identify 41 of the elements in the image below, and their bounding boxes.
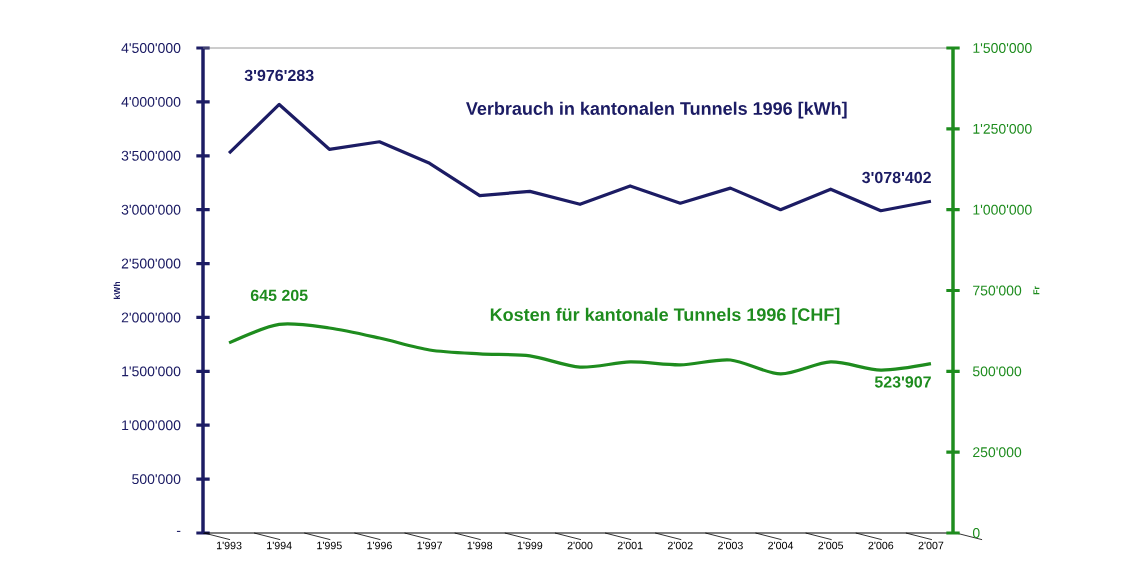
y-tick-label: 4'500'000: [121, 43, 181, 53]
x-tick-label: 2'002: [667, 541, 693, 550]
x-tick-label: 1'995: [317, 541, 342, 550]
y-axis-title: kWh: [113, 281, 120, 300]
x-tick-label: 1'994: [267, 541, 292, 550]
y2-tick-label: 1'250'000: [973, 123, 1032, 134]
y2-tick-label: 250'000: [973, 447, 1022, 458]
series-label: Kosten für kantonale Tunnels 1996 [CHF]: [490, 307, 840, 325]
x-tick-label: 2'001: [617, 541, 643, 550]
x-tick-label: 1'998: [467, 541, 493, 550]
x-tick-label: 2'003: [718, 541, 743, 550]
x-tick-label: 2'006: [868, 541, 894, 550]
y2-tick-label: 1'000'000: [973, 204, 1032, 215]
y2-tick-label: 750'000: [973, 285, 1022, 296]
line-series: [227, 102, 933, 213]
data-label: 523'907: [874, 376, 931, 388]
data-label: 3'976'283: [244, 69, 314, 82]
x-tick-label: 1'999: [517, 541, 543, 550]
y2-tick-label: 500'000: [972, 366, 1022, 377]
y-tick-label: 1'000'000: [122, 420, 181, 431]
data-label: 645 205: [250, 289, 308, 301]
y2-tick-label: 1'500'000: [973, 43, 1032, 53]
text: Verbrauch in kantonalen Tunnels 1996 [kWh]: [466, 101, 847, 119]
y-tick-label: 1'500'000: [122, 366, 181, 377]
x-tick-label: 2'007: [918, 541, 944, 550]
y-tick-label: 2'500'000: [121, 258, 181, 269]
x-tick-label: 2'005: [818, 541, 844, 550]
y-tick-label: 2'000'000: [121, 312, 181, 323]
x-tick-label: 1'993: [217, 541, 242, 550]
y-tick-label: 4'000'000: [121, 96, 181, 107]
x-tick-label: 1'996: [367, 541, 392, 550]
y2-tick-label: 0: [972, 528, 980, 538]
data-label: 3'078'402: [862, 171, 931, 184]
x-tick-label: 2'000: [567, 541, 593, 550]
y-tick-label: 3'000'000: [121, 204, 181, 215]
x-tick-label: 2'004: [768, 541, 794, 550]
y-tick-label: 3'500'000: [121, 150, 181, 161]
y2-axis-title: Fr: [1033, 286, 1040, 295]
x-tick-label: 1'997: [417, 541, 442, 550]
y-tick-label: 500'000: [132, 474, 181, 485]
y-tick-label: -: [176, 530, 181, 532]
